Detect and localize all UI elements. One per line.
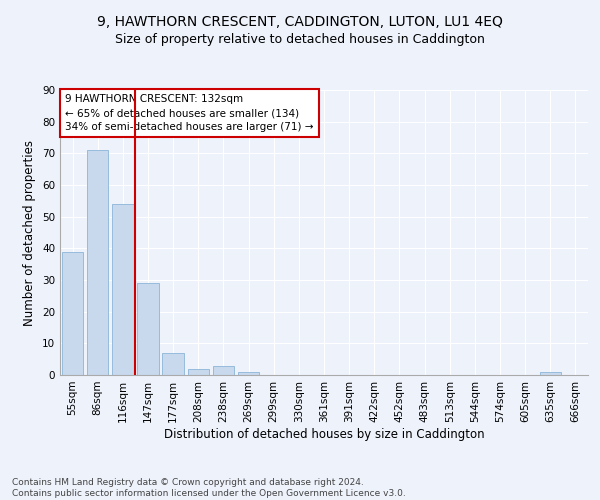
Bar [112,204,134,375]
Bar [213,366,234,375]
Bar [539,372,561,375]
Bar [87,150,109,375]
Bar [62,252,83,375]
Bar [238,372,259,375]
X-axis label: Distribution of detached houses by size in Caddington: Distribution of detached houses by size … [164,428,484,440]
Text: Size of property relative to detached houses in Caddington: Size of property relative to detached ho… [115,32,485,46]
Text: Contains HM Land Registry data © Crown copyright and database right 2024.
Contai: Contains HM Land Registry data © Crown c… [12,478,406,498]
Text: 9 HAWTHORN CRESCENT: 132sqm
← 65% of detached houses are smaller (134)
34% of se: 9 HAWTHORN CRESCENT: 132sqm ← 65% of det… [65,94,314,132]
Y-axis label: Number of detached properties: Number of detached properties [23,140,37,326]
Bar [188,368,209,375]
Bar [163,353,184,375]
Text: 9, HAWTHORN CRESCENT, CADDINGTON, LUTON, LU1 4EQ: 9, HAWTHORN CRESCENT, CADDINGTON, LUTON,… [97,15,503,29]
Bar [137,283,158,375]
